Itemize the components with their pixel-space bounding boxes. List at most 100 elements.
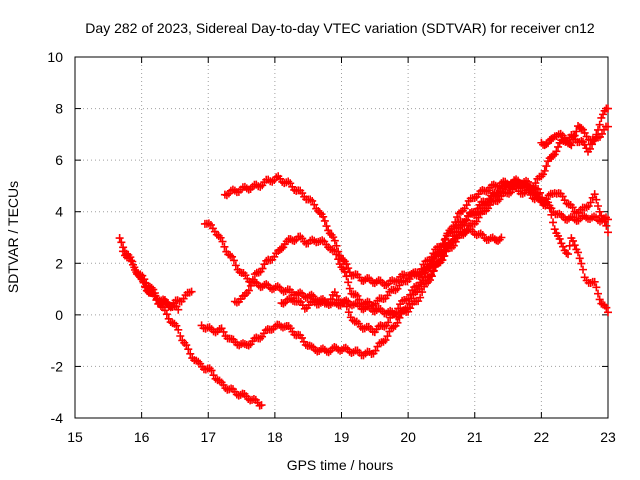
data-point-marker — [429, 255, 438, 264]
data-series — [115, 104, 612, 410]
data-point-marker — [172, 321, 181, 330]
data-point-marker — [176, 332, 185, 341]
data-point-marker — [128, 260, 137, 269]
x-tick-label: 22 — [534, 429, 550, 445]
data-point-marker — [595, 295, 604, 304]
data-point-marker — [394, 304, 403, 313]
data-point-marker — [550, 225, 559, 234]
data-point-marker — [574, 248, 583, 257]
data-point-marker — [568, 203, 577, 212]
data-point-marker — [595, 120, 604, 129]
x-tick-label: 15 — [67, 429, 83, 445]
data-point-marker — [279, 299, 288, 308]
data-point-marker — [497, 233, 506, 242]
data-point-marker — [570, 131, 579, 140]
data-point-marker — [329, 233, 338, 242]
data-point-marker — [539, 170, 548, 179]
data-point-marker — [249, 395, 258, 404]
data-point-marker — [244, 286, 253, 295]
data-point-marker — [552, 147, 561, 156]
data-point-marker — [505, 189, 514, 198]
data-point-marker — [594, 125, 603, 134]
x-tick-label: 17 — [200, 429, 216, 445]
data-point-marker — [474, 208, 483, 217]
series-track-3 — [137, 275, 183, 314]
data-point-marker — [326, 295, 335, 304]
data-point-marker — [330, 236, 339, 245]
data-point-marker — [194, 357, 203, 366]
data-point-marker — [604, 104, 612, 113]
data-point-marker — [559, 242, 568, 251]
y-tick-label: 2 — [55, 255, 63, 271]
y-tick-label: 0 — [55, 307, 63, 323]
data-point-marker — [599, 110, 608, 119]
data-point-marker — [332, 250, 341, 259]
data-point-marker — [139, 278, 148, 287]
data-point-marker — [604, 122, 612, 131]
data-point-marker — [439, 240, 448, 249]
series-track-9 — [537, 104, 612, 150]
data-point-marker — [307, 342, 316, 351]
y-tick-label: -4 — [51, 410, 64, 426]
data-point-marker — [564, 250, 573, 259]
data-point-marker — [284, 177, 293, 186]
data-point-marker — [211, 374, 220, 383]
data-point-marker — [575, 254, 584, 263]
data-point-marker — [476, 229, 485, 238]
data-point-marker — [258, 264, 267, 273]
x-tick-label: 19 — [334, 429, 350, 445]
data-point-marker — [254, 268, 263, 277]
data-point-marker — [586, 198, 595, 207]
data-point-marker — [215, 376, 224, 385]
data-point-marker — [577, 124, 586, 133]
data-point-marker — [586, 144, 595, 153]
data-point-marker — [319, 212, 328, 221]
data-point-marker — [130, 265, 139, 274]
data-point-marker — [554, 142, 563, 151]
data-point-marker — [126, 256, 135, 265]
data-point-marker — [345, 284, 354, 293]
data-point-marker — [565, 139, 574, 148]
data-point-marker — [393, 318, 402, 327]
data-point-marker — [219, 327, 228, 336]
data-point-marker — [344, 308, 353, 317]
data-point-marker — [542, 162, 551, 171]
data-point-marker — [257, 401, 266, 410]
axis-ticks: 15 16 17 18 19 20 21 22 23 -4 -2 0 2 4 6 8 10 — [47, 49, 616, 445]
data-point-marker — [451, 218, 460, 227]
data-point-marker — [355, 295, 364, 304]
data-point-marker — [351, 290, 360, 299]
y-tick-label: -2 — [51, 358, 64, 374]
data-point-marker — [186, 349, 195, 358]
data-point-marker — [524, 186, 533, 195]
y-tick-label: 4 — [55, 204, 63, 220]
data-point-marker — [184, 345, 193, 354]
series-track-5 — [197, 122, 612, 360]
data-point-marker — [277, 244, 286, 253]
x-tick-label: 21 — [467, 429, 483, 445]
data-point-marker — [449, 222, 458, 231]
data-point-marker — [332, 241, 341, 250]
x-axis-label: GPS time / hours — [287, 457, 394, 473]
data-point-marker — [577, 259, 586, 268]
data-point-marker — [437, 245, 446, 254]
data-point-marker — [590, 190, 599, 199]
data-point-marker — [334, 255, 343, 264]
data-point-marker — [427, 259, 436, 268]
data-point-marker — [204, 219, 213, 228]
x-tick-label: 16 — [134, 429, 150, 445]
data-point-marker — [418, 273, 427, 282]
data-point-marker — [174, 325, 183, 334]
data-point-marker — [592, 130, 601, 139]
data-point-marker — [117, 238, 126, 247]
data-point-marker — [115, 234, 124, 243]
data-point-marker — [416, 278, 425, 287]
data-point-marker — [590, 277, 599, 286]
series-track-1 — [115, 234, 266, 410]
data-point-marker — [222, 191, 231, 200]
data-point-marker — [322, 222, 331, 231]
data-point-marker — [597, 113, 606, 122]
data-point-marker — [174, 305, 183, 314]
data-point-marker — [549, 152, 558, 161]
data-point-marker — [562, 249, 571, 258]
